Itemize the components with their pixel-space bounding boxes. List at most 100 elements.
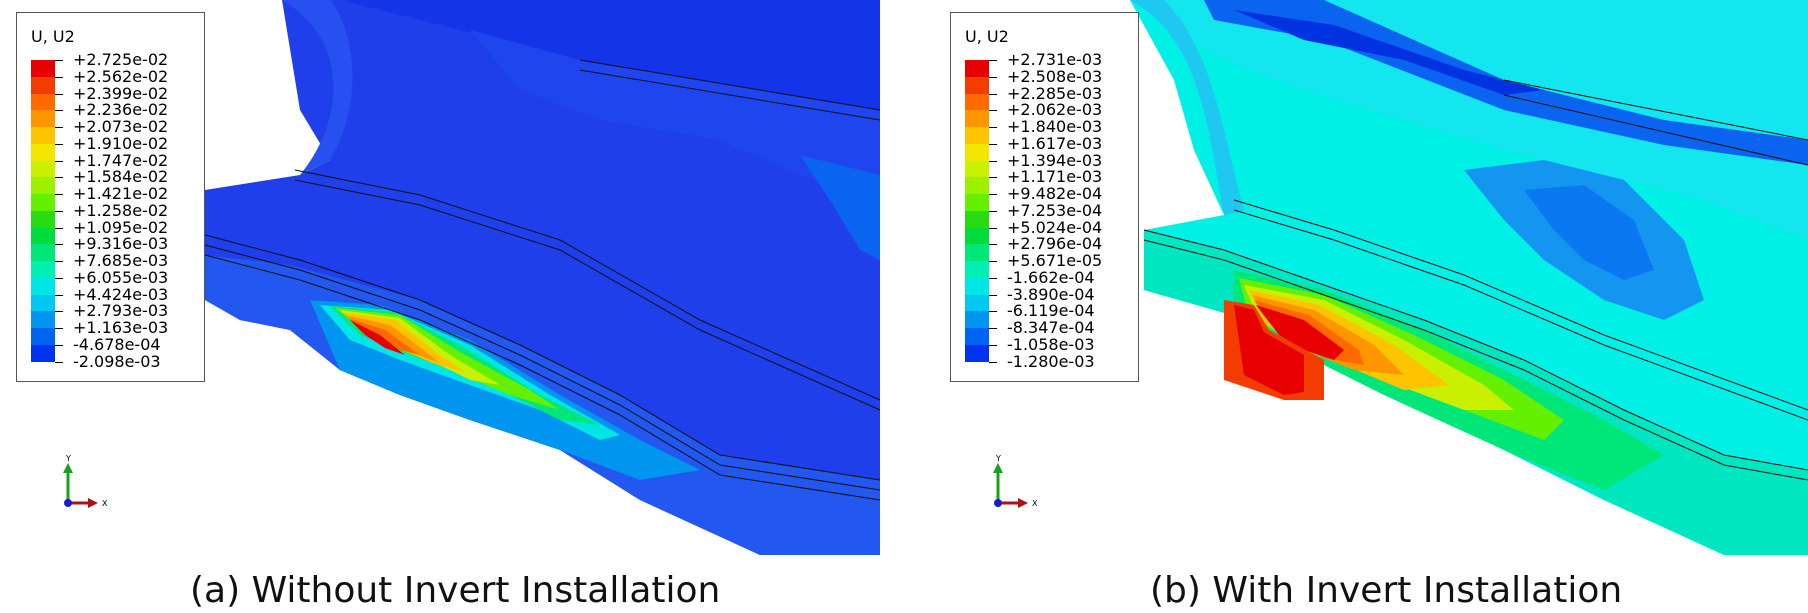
axis-x-label: X bbox=[1032, 499, 1038, 508]
colorbar-swatch bbox=[31, 194, 55, 211]
legend-value: +7.253e-04 bbox=[1007, 200, 1103, 220]
colorbar-tick bbox=[989, 210, 997, 212]
colorbar-tick bbox=[989, 177, 997, 179]
colorbar-tick bbox=[55, 194, 63, 195]
legend-value: +1.747e-02 bbox=[73, 150, 169, 170]
legend-value: +5.671e-05 bbox=[1007, 251, 1103, 270]
panel-with-invert: U, U2 +2.731e-03 +2.508e-03 +2.285e-03 +… bbox=[904, 0, 1808, 613]
colorbar-swatch bbox=[965, 344, 989, 362]
colorbar-swatch bbox=[965, 294, 989, 312]
caption-b: (b) With Invert Installation bbox=[1150, 570, 1623, 611]
legend-value: -1.280e-03 bbox=[1007, 351, 1095, 371]
legend-value: +2.725e-02 bbox=[73, 50, 169, 69]
panel-without-invert: U, U2 +2.725e-02 +2.562e-02 +2.399e-02 +… bbox=[16, 0, 881, 555]
legend-value: +1.095e-02 bbox=[73, 217, 169, 237]
axis-triad-icon: Y X bbox=[63, 455, 108, 508]
colorbar-tick bbox=[55, 277, 63, 279]
legend-value: +7.685e-03 bbox=[73, 251, 169, 270]
legend-value: -1.662e-04 bbox=[1007, 267, 1095, 287]
legend-value: -1.058e-03 bbox=[1007, 334, 1095, 354]
axis-y-label: Y bbox=[65, 455, 71, 463]
colorbar-a bbox=[31, 60, 55, 362]
colorbar-swatch bbox=[31, 244, 55, 261]
colorbar-swatch bbox=[965, 227, 989, 245]
legend-value: +1.163e-03 bbox=[73, 318, 169, 337]
legend-value: +2.236e-02 bbox=[73, 100, 169, 120]
legend-value: +6.055e-03 bbox=[73, 267, 169, 287]
legend-value: +2.073e-02 bbox=[73, 117, 169, 136]
legend-value: +4.424e-03 bbox=[73, 284, 169, 304]
colorbar-swatch bbox=[965, 127, 989, 144]
legend-value: -6.119e-04 bbox=[1007, 301, 1095, 321]
legend-value: +5.024e-04 bbox=[1007, 217, 1103, 237]
legend-value: +9.316e-03 bbox=[73, 234, 169, 254]
colorbar-swatch bbox=[31, 160, 55, 178]
fem-contour-plot-b bbox=[1130, 0, 1808, 555]
legend-title-b: U, U2 bbox=[965, 27, 1009, 46]
legend-value: +2.508e-03 bbox=[1007, 66, 1103, 86]
legend-value: +2.399e-02 bbox=[73, 83, 169, 103]
colorbar-tick bbox=[989, 227, 997, 229]
colorbar-swatch bbox=[965, 277, 989, 295]
colorbar-swatch bbox=[31, 344, 55, 362]
colorbar-tick bbox=[55, 344, 63, 346]
colorbar-swatch bbox=[965, 160, 989, 178]
colorbar-swatch bbox=[31, 143, 55, 161]
colorbar-swatch bbox=[965, 328, 989, 345]
colorbar-tick bbox=[989, 361, 997, 363]
legend-value: +1.910e-02 bbox=[73, 133, 169, 153]
colorbar-tick bbox=[989, 93, 997, 95]
colorbar-tick bbox=[55, 177, 63, 179]
axis-triad-icon: Y X bbox=[993, 455, 1038, 508]
legend-value: +1.394e-03 bbox=[1007, 150, 1103, 170]
legend-value: +2.285e-03 bbox=[1007, 83, 1103, 103]
colorbar-tick bbox=[55, 160, 63, 162]
colorbar-tick bbox=[989, 311, 997, 313]
legend-b: U, U2 +2.731e-03 +2.508e-03 +2.285e-03 +… bbox=[950, 12, 1139, 382]
colorbar-swatch bbox=[965, 244, 989, 261]
colorbar-swatch bbox=[965, 177, 989, 194]
colorbar-tick bbox=[989, 294, 997, 296]
colorbar-tick bbox=[55, 294, 63, 296]
colorbar-tick bbox=[989, 277, 997, 279]
legend-title-a: U, U2 bbox=[31, 27, 75, 46]
colorbar-swatch bbox=[31, 294, 55, 312]
colorbar-swatch bbox=[965, 143, 989, 161]
colorbar-swatch bbox=[31, 76, 55, 94]
axis-y-label: Y bbox=[995, 455, 1001, 463]
legend-value: +1.584e-02 bbox=[73, 167, 169, 187]
colorbar-swatch bbox=[965, 60, 989, 77]
colorbar-tick bbox=[989, 261, 997, 262]
caption-a: (a) Without Invert Installation bbox=[190, 570, 721, 611]
colorbar-tick bbox=[989, 110, 997, 112]
colorbar-swatch bbox=[31, 261, 55, 278]
colorbar-tick bbox=[55, 261, 63, 262]
legend-value: -2.098e-03 bbox=[73, 351, 161, 371]
colorbar-tick bbox=[55, 227, 63, 229]
legend-a: U, U2 +2.725e-02 +2.562e-02 +2.399e-02 +… bbox=[16, 12, 205, 382]
colorbar-swatch bbox=[965, 210, 989, 228]
colorbar-tick bbox=[989, 143, 997, 145]
legend-value: +2.062e-03 bbox=[1007, 100, 1103, 120]
colorbar-tick bbox=[55, 244, 63, 246]
legend-value: -8.347e-04 bbox=[1007, 318, 1095, 337]
colorbar-tick bbox=[55, 361, 63, 363]
colorbar-swatch bbox=[31, 311, 55, 328]
colorbar-swatch bbox=[965, 311, 989, 328]
colorbar-tick bbox=[55, 210, 63, 212]
legend-value: +9.482e-04 bbox=[1007, 184, 1103, 203]
colorbar-swatch bbox=[31, 93, 55, 111]
colorbar-swatch bbox=[31, 60, 55, 77]
colorbar-tick bbox=[55, 143, 63, 145]
legend-value: -3.890e-04 bbox=[1007, 284, 1095, 304]
colorbar-swatch bbox=[31, 110, 55, 127]
legend-value: +1.171e-03 bbox=[1007, 167, 1103, 187]
legend-value: +2.562e-02 bbox=[73, 66, 169, 86]
colorbar-tick bbox=[989, 244, 997, 246]
colorbar-swatch bbox=[965, 76, 989, 94]
colorbar-swatch bbox=[965, 110, 989, 127]
colorbar-tick bbox=[55, 76, 63, 78]
colorbar-swatch bbox=[965, 93, 989, 111]
colorbar-tick bbox=[989, 194, 997, 195]
colorbar-tick bbox=[55, 328, 63, 329]
